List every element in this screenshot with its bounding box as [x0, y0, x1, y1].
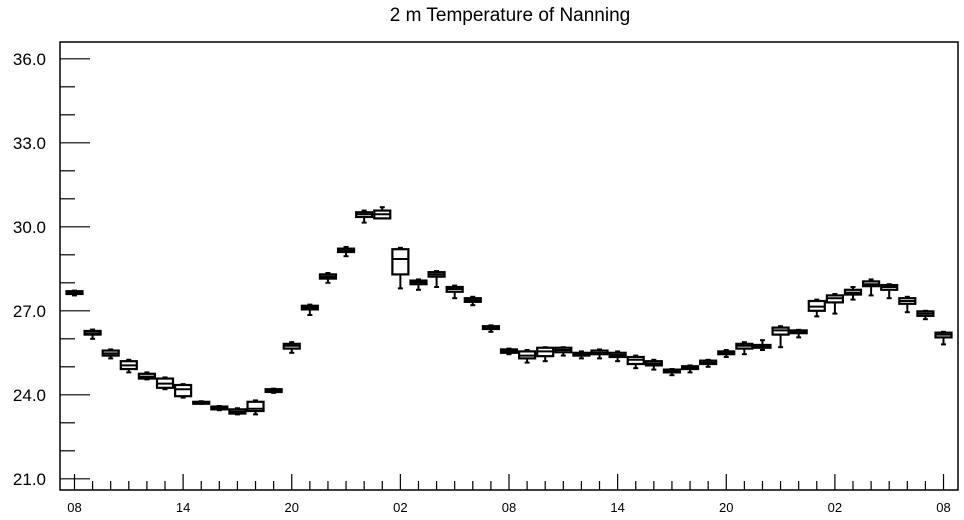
box-plot [210, 405, 229, 412]
box-plot [83, 328, 102, 340]
box-plot [536, 346, 555, 363]
box-plot [499, 347, 519, 356]
box-plot [463, 295, 482, 307]
box-plot [65, 289, 84, 297]
x-tick-label: 14 [176, 500, 190, 515]
box-plot [934, 330, 953, 346]
box-plot [101, 348, 120, 360]
box-plot [355, 209, 374, 224]
box-plot [318, 272, 338, 284]
box-plot [916, 309, 935, 321]
box-plot [898, 295, 917, 314]
x-tick-label: 08 [502, 500, 516, 515]
box-iqr [391, 248, 410, 276]
box-plot [626, 354, 645, 370]
box-plot [717, 349, 736, 358]
x-tick-label: 20 [719, 500, 733, 515]
plot-frame [59, 41, 959, 491]
box-plot [119, 358, 138, 374]
box-plot [445, 284, 464, 300]
box-plot [554, 346, 573, 357]
chart-title: 2 m Temperature of Nanning [390, 5, 630, 26]
box-plot [336, 245, 356, 258]
box-plot [735, 341, 754, 356]
box-plot [518, 349, 537, 364]
y-tick-label: 27.0 [13, 302, 46, 321]
y-tick-label: 21.0 [13, 470, 46, 489]
x-axis: 08 14 20 02 08 14 20 02 08 [67, 474, 951, 515]
y-tick-label: 30.0 [13, 218, 46, 237]
box-plot [680, 364, 700, 374]
box-plot [264, 387, 283, 394]
box-plot [861, 278, 881, 297]
box-plot [662, 368, 682, 377]
box-iqr [246, 400, 265, 413]
box-plot [300, 303, 319, 316]
box-plot [481, 324, 500, 333]
x-tick-label: 14 [610, 500, 624, 515]
box-plot [789, 328, 808, 339]
box-iqr [174, 383, 193, 398]
box-plot [228, 407, 247, 416]
box-plot [771, 325, 790, 349]
y-axis: 21.0 24.0 27.0 30.0 33.0 36.0 [13, 50, 90, 489]
box-plot [137, 371, 157, 381]
box-plot [644, 358, 663, 371]
x-tick-label: 02 [393, 500, 407, 515]
box-plot [192, 400, 211, 405]
box-plot [409, 278, 428, 291]
box-plot [753, 339, 772, 351]
x-tick-label: 08 [67, 500, 81, 515]
box-plot [282, 341, 301, 354]
box-series [65, 206, 953, 416]
box-plot [155, 376, 175, 391]
box-plot [572, 350, 591, 360]
x-tick-label: 08 [936, 500, 950, 515]
box-plot [880, 283, 899, 300]
box-plot [699, 358, 718, 368]
box-plot [608, 350, 627, 363]
box-plot [391, 246, 410, 290]
box-plot [174, 383, 193, 399]
box-plot [590, 348, 609, 360]
box-plot [807, 298, 826, 318]
box-plot [373, 206, 392, 220]
y-tick-label: 36.0 [13, 50, 46, 69]
box-plot [246, 399, 265, 416]
box-plot [825, 293, 844, 315]
y-tick-label: 24.0 [13, 386, 46, 405]
y-tick-label: 33.0 [13, 134, 46, 153]
box-plot [843, 286, 863, 301]
box-plot [427, 270, 446, 288]
x-tick-label: 02 [828, 500, 842, 515]
x-tick-label: 20 [285, 500, 299, 515]
